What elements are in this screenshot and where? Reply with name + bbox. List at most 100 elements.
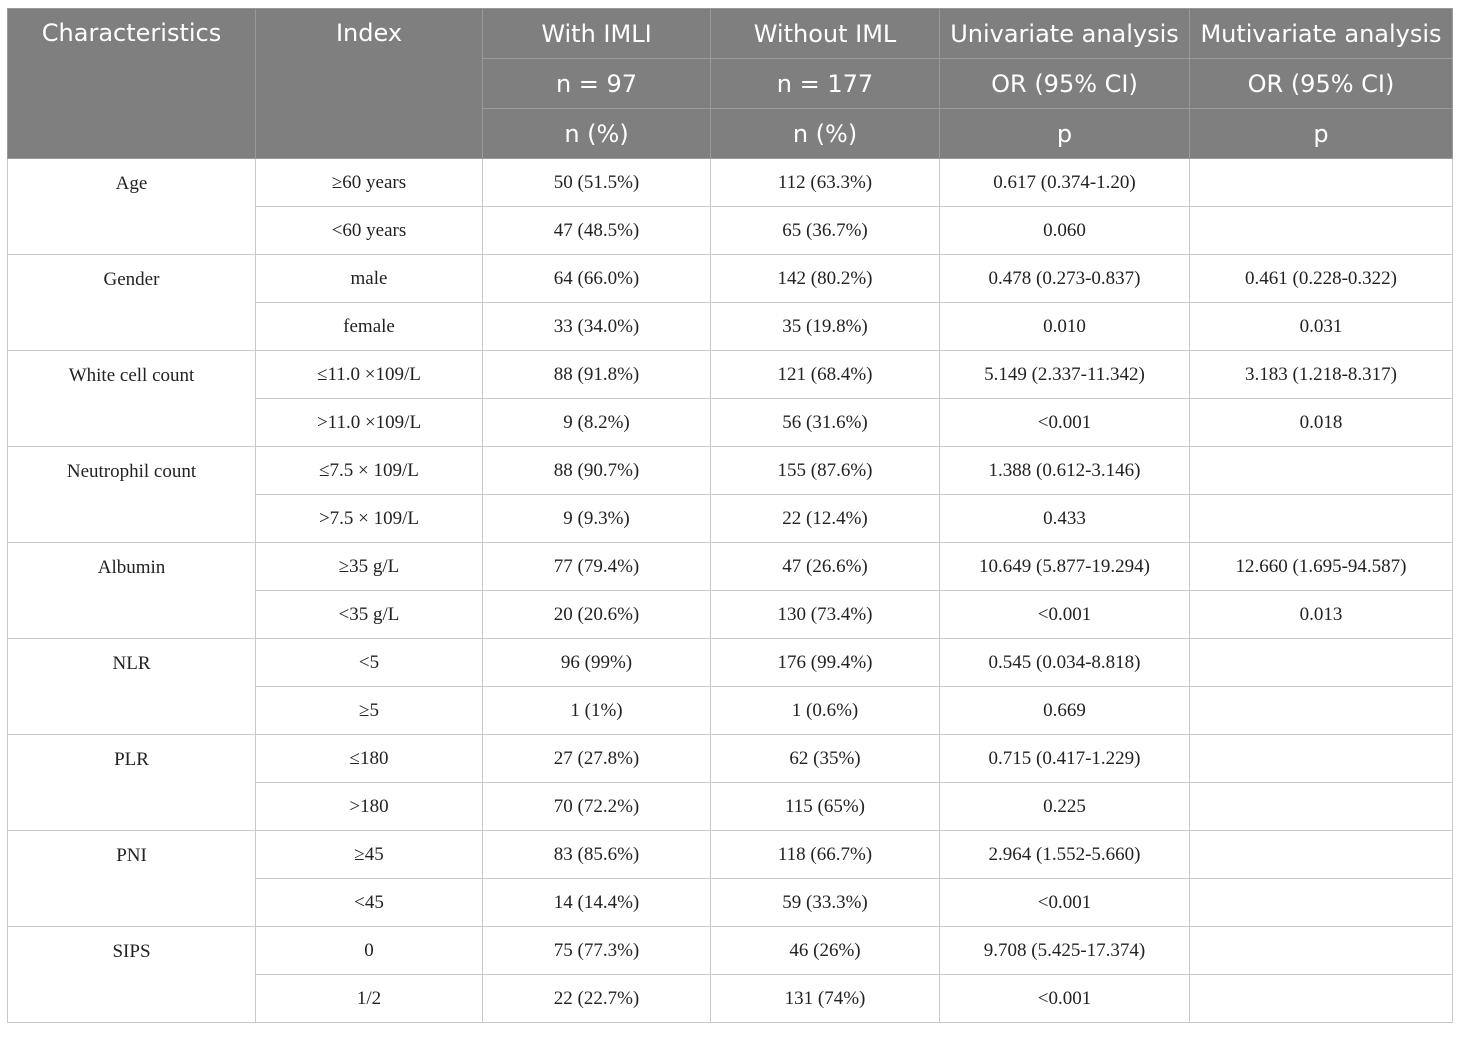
index-cell: ≤180 <box>255 734 483 783</box>
characteristic-cell: SIPS <box>7 926 256 1023</box>
header-p-multi: p <box>1189 108 1453 159</box>
without-iml-cell: 47 (26.6%) <box>710 542 940 591</box>
without-iml-cell: 121 (68.4%) <box>710 350 940 399</box>
multivariate-cell <box>1189 206 1453 255</box>
with-imli-cell: 75 (77.3%) <box>482 926 711 975</box>
index-cell: ≤7.5 × 109/L <box>255 446 483 495</box>
header-row: Characteristics Index With IMLI Without … <box>7 8 1453 159</box>
without-iml-cell: 1 (0.6%) <box>710 686 940 735</box>
characteristic-cell: Albumin <box>7 542 256 639</box>
header-univariate: Univariate analysis <box>939 8 1190 59</box>
header-npct-with: n (%) <box>482 108 711 159</box>
table-row: SIPS 0 75 (77.3%) 46 (26%) 9.708 (5.425-17.3… <box>7 926 1453 1023</box>
without-iml-cell: 130 (73.4%) <box>710 590 940 639</box>
header-without-iml: Without IML <box>710 8 940 59</box>
without-iml-cell: 131 (74%) <box>710 974 940 1023</box>
header-n-with: n = 97 <box>482 58 711 109</box>
with-imli-cell: 9 (9.3%) <box>482 494 711 543</box>
index-cell: ≤11.0 ×109/L <box>255 350 483 399</box>
header-or-ci-multi: OR (95% CI) <box>1189 58 1453 109</box>
multivariate-cell: 3.183 (1.218-8.317) <box>1189 350 1453 399</box>
table-row: NLR <5 96 (99%) 176 (99.4%) 0.545 (0.034-8.8… <box>7 638 1453 735</box>
index-cell: <45 <box>255 878 483 927</box>
index-cell: male <box>255 254 483 303</box>
table-row: PLR ≤180 27 (27.8%) 62 (35%) 0.715 (0.417-1.… <box>7 734 1453 831</box>
index-cell: ≥5 <box>255 686 483 735</box>
univariate-cell: 9.708 (5.425-17.374) <box>939 926 1190 975</box>
header-n-without: n = 177 <box>710 58 940 109</box>
multivariate-cell <box>1189 494 1453 543</box>
univariate-cell: 0.433 <box>939 494 1190 543</box>
table-row: <45 14 (14.4%) 59 (33.3%) <0.001 <box>8 878 1453 927</box>
header-index: Index <box>255 8 483 159</box>
index-cell: female <box>255 302 483 351</box>
univariate-cell: 0.545 (0.034-8.818) <box>939 638 1190 687</box>
header-or-ci-uni: OR (95% CI) <box>939 58 1190 109</box>
univariate-cell: 0.478 (0.273-0.837) <box>939 254 1190 303</box>
multivariate-cell: 0.461 (0.228-0.322) <box>1189 254 1453 303</box>
index-cell: ≥35 g/L <box>255 542 483 591</box>
univariate-cell: <0.001 <box>939 590 1190 639</box>
header-npct-without: n (%) <box>710 108 940 159</box>
characteristic-cell: White cell count <box>7 350 256 447</box>
without-iml-cell: 65 (36.7%) <box>710 206 940 255</box>
table-row: Neutrophil count ≤7.5 × 109/L 88 (90.7%) 15… <box>7 446 1453 543</box>
multivariate-cell <box>1189 830 1453 879</box>
with-imli-cell: 14 (14.4%) <box>482 878 711 927</box>
multivariate-cell <box>1189 446 1453 495</box>
table-row: ≥5 1 (1%) 1 (0.6%) 0.669 <box>8 686 1453 735</box>
univariate-cell: 10.649 (5.877-19.294) <box>939 542 1190 591</box>
with-imli-cell: 64 (66.0%) <box>482 254 711 303</box>
multivariate-cell <box>1189 638 1453 687</box>
without-iml-cell: 46 (26%) <box>710 926 940 975</box>
index-cell: <35 g/L <box>255 590 483 639</box>
multivariate-cell: 0.018 <box>1189 398 1453 447</box>
table-row: White cell count ≤11.0 ×109/L 88 (91.8%) 12… <box>7 350 1453 447</box>
univariate-cell: 0.010 <box>939 302 1190 351</box>
without-iml-cell: 59 (33.3%) <box>710 878 940 927</box>
with-imli-cell: 27 (27.8%) <box>482 734 711 783</box>
multivariate-cell <box>1189 926 1453 975</box>
univariate-cell: <0.001 <box>939 878 1190 927</box>
multivariate-cell <box>1189 974 1453 1023</box>
characteristic-cell: PNI <box>7 830 256 927</box>
index-cell: 0 <box>255 926 483 975</box>
with-imli-cell: 20 (20.6%) <box>482 590 711 639</box>
index-cell: ≥45 <box>255 830 483 879</box>
multivariate-cell <box>1189 782 1453 831</box>
index-cell: <60 years <box>255 206 483 255</box>
table-body: Age ≥60 years 50 (51.5%) 112 (63.3%) 0.617 (… <box>7 158 1453 1023</box>
multivariate-cell <box>1189 878 1453 927</box>
with-imli-cell: 70 (72.2%) <box>482 782 711 831</box>
index-cell: >7.5 × 109/L <box>255 494 483 543</box>
without-iml-cell: 115 (65%) <box>710 782 940 831</box>
without-iml-cell: 142 (80.2%) <box>710 254 940 303</box>
without-iml-cell: 22 (12.4%) <box>710 494 940 543</box>
univariate-cell: 0.715 (0.417-1.229) <box>939 734 1190 783</box>
characteristic-cell: Neutrophil count <box>7 446 256 543</box>
univariate-cell: 2.964 (1.552-5.660) <box>939 830 1190 879</box>
univariate-cell: 0.060 <box>939 206 1190 255</box>
characteristic-cell: NLR <box>7 638 256 735</box>
univariate-cell: 0.225 <box>939 782 1190 831</box>
header-with-imli: With IMLI <box>482 8 711 59</box>
multivariate-cell: 12.660 (1.695-94.587) <box>1189 542 1453 591</box>
table-row: Albumin ≥35 g/L 77 (79.4%) 47 (26.6%) 10.649… <box>7 542 1453 639</box>
multivariate-cell: 0.013 <box>1189 590 1453 639</box>
without-iml-cell: 35 (19.8%) <box>710 302 940 351</box>
table-row: Gender male 64 (66.0%) 142 (80.2%) 0.478 (0.… <box>7 254 1453 351</box>
table-row: 1/2 22 (22.7%) 131 (74%) <0.001 <box>8 974 1453 1023</box>
without-iml-cell: 176 (99.4%) <box>710 638 940 687</box>
univariate-cell: <0.001 <box>939 974 1190 1023</box>
characteristic-cell: PLR <box>7 734 256 831</box>
univariate-cell: 0.617 (0.374-1.20) <box>939 158 1190 207</box>
with-imli-cell: 88 (91.8%) <box>482 350 711 399</box>
table-row: female 33 (34.0%) 35 (19.8%) 0.010 0.031 <box>8 302 1453 351</box>
multivariate-cell <box>1189 158 1453 207</box>
multivariate-cell <box>1189 686 1453 735</box>
header-p-uni: p <box>939 108 1190 159</box>
without-iml-cell: 62 (35%) <box>710 734 940 783</box>
univariate-cell: 5.149 (2.337-11.342) <box>939 350 1190 399</box>
header-row: n (%) n (%) p p <box>8 108 1453 159</box>
header-characteristics: Characteristics <box>7 8 256 159</box>
